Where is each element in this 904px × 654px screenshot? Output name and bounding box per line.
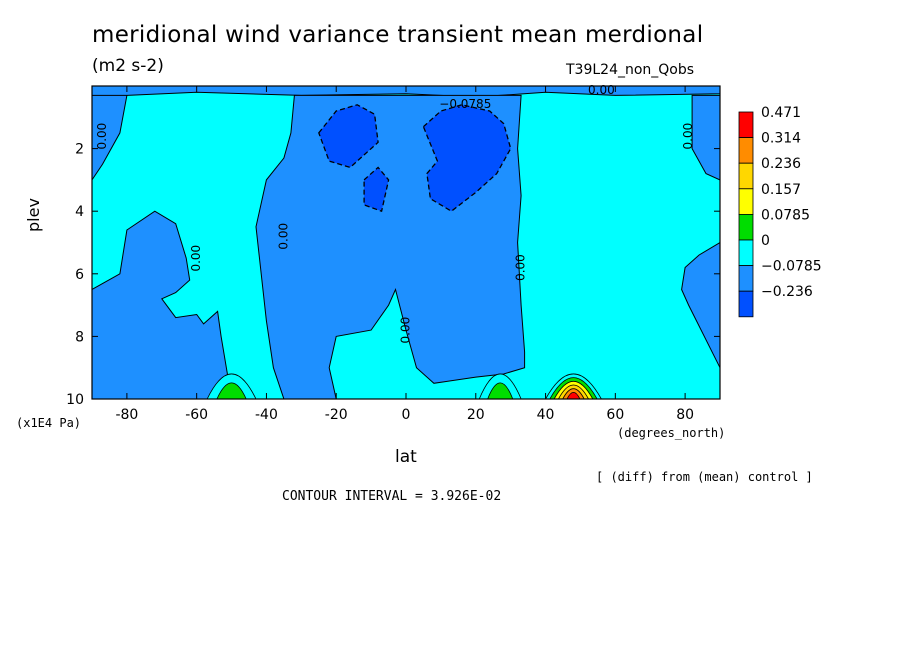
- legend-label: 0.157: [761, 182, 801, 198]
- x-axis-label: lat: [395, 447, 417, 467]
- x-tick-label: -40: [255, 407, 278, 423]
- contour-label: 0.00: [514, 254, 528, 281]
- legend-swatch: [738, 162, 754, 190]
- legend-swatch: [738, 188, 754, 215]
- legend-swatch: [738, 137, 754, 164]
- x-tick-label: 20: [467, 407, 485, 423]
- x-tick-label: 80: [676, 407, 694, 423]
- contour-label: 0.00: [276, 223, 290, 250]
- region-deep-negative-1: [318, 104, 379, 169]
- x-tick-label: 60: [606, 407, 624, 423]
- y-tick-label: 8: [75, 329, 84, 345]
- legend-swatch: [738, 111, 754, 139]
- y-tick-label: 4: [75, 204, 84, 220]
- x-tick-label: -80: [115, 407, 138, 423]
- contour-labels: −0.0785 0.00 0.00 0.00 0.00 0.00 0.00 0.00: [95, 83, 695, 344]
- region-ne-negative: [691, 94, 720, 181]
- y-tick-label: 6: [75, 267, 84, 283]
- legend-label: 0.314: [761, 131, 801, 147]
- y-tick-label: 10: [66, 392, 84, 408]
- contour-label: 0.00: [95, 123, 109, 150]
- region-deep-negative-3: [422, 104, 512, 212]
- contour-label: 0.00: [398, 317, 412, 344]
- x-tick-label: 40: [537, 407, 555, 423]
- contour-label: −0.0785: [439, 97, 491, 111]
- contour-interval: CONTOUR INTERVAL = 3.926E-02: [282, 489, 502, 504]
- y-tick-label: 2: [75, 142, 84, 158]
- region-sw-negative: [92, 94, 128, 181]
- legend-label: 0.0785: [761, 207, 810, 223]
- chart-units: (m2 s-2): [92, 56, 164, 76]
- legend-label: 0.471: [761, 105, 801, 121]
- diff-footnote: [ (diff) from (mean) control ]: [596, 470, 813, 484]
- legend-swatch: [738, 290, 754, 318]
- contour-label: 0.00: [189, 245, 203, 272]
- contour-label: 0.00: [588, 83, 615, 97]
- legend-swatch: [738, 239, 754, 267]
- x-tick-label: 0: [402, 407, 411, 423]
- axis-ticks: -80 -60 -40 -20 0 20 40 60 80 2 4 6 8 10: [66, 86, 720, 423]
- run-label: T39L24_non_Qobs: [566, 62, 695, 78]
- contour-label: 0.00: [681, 123, 695, 150]
- x-axis-unit: (degrees_north): [617, 426, 726, 440]
- legend-swatch: [738, 265, 754, 292]
- region-south-negative: [92, 210, 233, 399]
- region-north-negative: [681, 241, 720, 368]
- color-legend: 0.471 0.314 0.236 0.157 0.0785 0 −0.0785 −0.236: [738, 105, 822, 318]
- legend-label: −0.236: [761, 284, 813, 300]
- contour-field: [92, 86, 720, 399]
- legend-label: 0.236: [761, 156, 801, 172]
- region-deep-negative-2: [363, 166, 390, 213]
- legend-label: 0: [761, 233, 770, 249]
- legend-label: −0.0785: [761, 259, 822, 275]
- chart-title: meridional wind variance transient mean …: [92, 22, 704, 48]
- x-tick-label: -60: [185, 407, 208, 423]
- legend-swatch: [738, 213, 754, 241]
- y-axis-unit: (x1E4 Pa): [16, 416, 82, 430]
- x-tick-label: -20: [325, 407, 348, 423]
